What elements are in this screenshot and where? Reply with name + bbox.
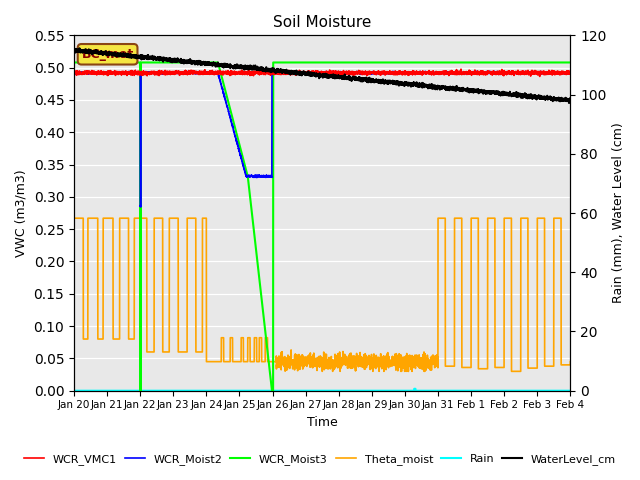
Theta_moist [278, 362, 286, 368]
Line: WCR_Moist3: WCR_Moist3 [74, 62, 570, 391]
WCR_VMC1 [457, 66, 465, 72]
Rain [431, 388, 438, 394]
Theta_moist [527, 365, 534, 371]
Text: BC_met: BC_met [81, 48, 134, 61]
WCR_Moist3 [552, 60, 559, 65]
WCR_Moist3 [70, 60, 78, 65]
WCR_Moist3 [431, 60, 438, 65]
Rain [70, 388, 78, 394]
WCR_VMC1 [431, 72, 438, 77]
WaterLevel_cm [70, 47, 78, 53]
WCR_Moist2 [566, 70, 574, 76]
WCR_Moist2 [431, 70, 438, 76]
WaterLevel_cm [527, 94, 534, 99]
WCR_VMC1 [283, 71, 291, 77]
WCR_Moist2 [306, 70, 314, 76]
WCR_Moist2 [527, 71, 534, 76]
Theta_moist [566, 359, 574, 364]
WCR_Moist3 [527, 60, 534, 65]
Rain [566, 388, 574, 394]
WCR_VMC1 [527, 71, 534, 77]
Theta_moist [70, 216, 78, 221]
Line: WCR_Moist2: WCR_Moist2 [74, 71, 570, 207]
WCR_VMC1 [552, 69, 559, 74]
WCR_Moist3 [566, 60, 574, 65]
Rain [410, 386, 418, 392]
WaterLevel_cm [552, 96, 559, 102]
WCR_VMC1 [306, 70, 314, 76]
Rain [306, 388, 314, 394]
WCR_VMC1 [536, 73, 543, 79]
WCR_VMC1 [278, 70, 286, 75]
WCR_VMC1 [566, 71, 574, 76]
Theta_moist [306, 360, 314, 365]
WCR_Moist3 [283, 60, 291, 65]
Y-axis label: VWC (m3/m3): VWC (m3/m3) [15, 169, 28, 257]
Title: Soil Moisture: Soil Moisture [273, 15, 371, 30]
WCR_Moist2 [70, 70, 78, 75]
Y-axis label: Rain (mm), Water Level (cm): Rain (mm), Water Level (cm) [612, 123, 625, 303]
Theta_moist [319, 369, 326, 374]
WCR_Moist2 [279, 69, 287, 74]
WCR_Moist2 [552, 70, 559, 75]
WaterLevel_cm [279, 68, 287, 73]
Line: WaterLevel_cm: WaterLevel_cm [74, 48, 570, 103]
WaterLevel_cm [76, 46, 83, 51]
WCR_Moist3 [306, 60, 314, 65]
WaterLevel_cm [283, 69, 291, 75]
WCR_Moist3 [136, 388, 144, 394]
WCR_VMC1 [70, 68, 78, 74]
WaterLevel_cm [565, 100, 573, 106]
Line: Theta_moist: Theta_moist [74, 218, 570, 372]
Rain [278, 388, 286, 394]
WCR_Moist2 [477, 68, 485, 74]
WaterLevel_cm [566, 98, 574, 104]
Theta_moist [552, 216, 559, 221]
WCR_Moist2 [283, 69, 291, 74]
WaterLevel_cm [306, 70, 314, 76]
Rain [283, 388, 291, 394]
Legend: WCR_VMC1, WCR_Moist2, WCR_Moist3, Theta_moist, Rain, WaterLevel_cm: WCR_VMC1, WCR_Moist2, WCR_Moist3, Theta_… [19, 450, 621, 469]
WCR_Moist3 [279, 60, 287, 65]
X-axis label: Time: Time [307, 416, 337, 429]
Rain [552, 388, 559, 394]
Rain [527, 388, 534, 394]
Line: WCR_VMC1: WCR_VMC1 [74, 69, 570, 76]
Theta_moist [283, 364, 291, 370]
Line: Rain: Rain [74, 389, 570, 391]
Theta_moist [431, 365, 438, 371]
WaterLevel_cm [431, 85, 438, 91]
WCR_Moist2 [137, 204, 145, 210]
